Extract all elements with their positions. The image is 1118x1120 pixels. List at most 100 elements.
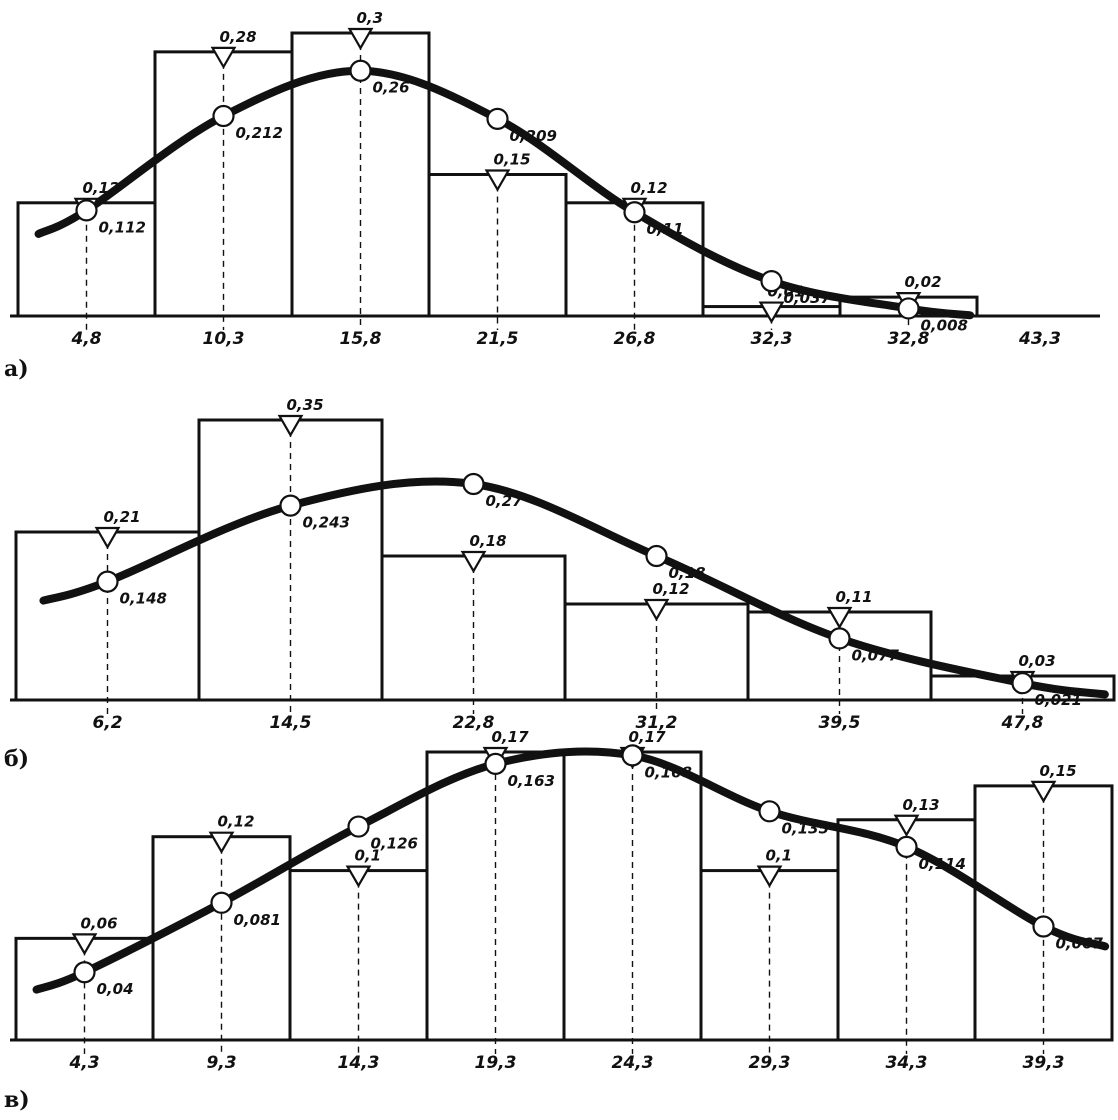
x-tick-label: 24,3: [612, 1053, 654, 1073]
x-tick-label: 14,3: [338, 1053, 380, 1073]
fitted-label: 0,037: [784, 289, 832, 307]
fitted-label: 0,212: [236, 124, 283, 142]
frequency-label: 0,12: [83, 179, 120, 197]
fitted-circle-marker: [210, 891, 233, 914]
frequency-label: 0,12: [631, 179, 668, 197]
fitted-circle-marker: [645, 544, 668, 568]
x-tick-label: 14,5: [270, 713, 312, 733]
bar: [699, 869, 840, 1042]
frequency-label: 0,17: [629, 728, 667, 746]
fitted-circle-marker: [484, 752, 507, 775]
x-tick-label: 10,3: [203, 329, 245, 349]
x-tick-label: 43,3: [1018, 329, 1061, 349]
frequency-triangle-marker: [208, 831, 235, 854]
fitted-label: 0,081: [234, 911, 281, 929]
x-tick-label: 4,8: [70, 329, 101, 349]
fitted-circle-marker: [212, 104, 235, 128]
frequency-triangle-marker: [71, 933, 98, 956]
fitted-label: 0,18: [669, 564, 706, 582]
panel-label: б): [4, 746, 29, 772]
fitted-label: 0,168: [645, 763, 692, 781]
frequency-label: 0,35: [287, 396, 324, 414]
x-tick-label: 6,2: [92, 713, 122, 733]
frequency-label: 0,06: [81, 914, 118, 932]
frequency-label: 0,03: [1019, 652, 1056, 670]
frequency-label: 0,13: [903, 796, 940, 814]
frequency-triangle-marker: [345, 865, 372, 888]
frequency-label: 0,21: [104, 508, 141, 526]
fitted-circle-marker: [96, 570, 119, 593]
fitted-label: 0,11: [647, 220, 684, 238]
frequency-triangle-marker: [643, 598, 670, 622]
fitted-curve-line: [32, 747, 1110, 994]
fitted-circle-marker: [758, 800, 781, 823]
fitted-label: 0,27: [486, 492, 524, 510]
fitted-circle-marker: [347, 815, 370, 838]
frequency-label: 0,11: [836, 588, 873, 606]
chart-panel-2: 6,2 14,5 22,8 31,2 39,5 47,80,210,350,180,12 0…: [4, 396, 1116, 772]
x-tick-label: 31,2: [636, 713, 678, 733]
frequency-triangle-marker: [277, 414, 304, 438]
fitted-circle-marker: [828, 627, 851, 650]
x-tick-label: 22,8: [453, 713, 495, 733]
fitted-curve-line: [39, 477, 1109, 699]
frequency-triangle-marker: [460, 550, 487, 574]
fitted-circle-marker: [349, 59, 372, 82]
fitted-circle-marker: [462, 472, 485, 496]
panel-label: a): [4, 356, 29, 382]
fitted-label: 0,04: [97, 980, 134, 998]
fitted-circle-marker: [279, 494, 302, 517]
frequency-triangle-marker: [758, 301, 785, 324]
fitted-circle-marker: [486, 107, 509, 130]
fitted-label: 0,243: [303, 514, 350, 532]
fitted-circle-marker: [623, 201, 646, 224]
frequency-triangle-marker: [1030, 780, 1057, 804]
frequency-triangle-marker: [484, 169, 511, 192]
frequency-triangle-marker: [94, 526, 121, 550]
fitted-circle-marker: [1011, 672, 1034, 695]
fitted-label: 0,114: [919, 855, 966, 873]
frequency-label: 0,12: [653, 580, 690, 598]
bar: [197, 418, 384, 702]
x-tick-label: 15,8: [340, 329, 382, 349]
frequency-label: 0,02: [905, 273, 942, 291]
frequency-label: 0,15: [494, 151, 531, 169]
fitted-circle-marker: [895, 835, 918, 858]
fitted-circle-marker: [897, 297, 920, 320]
fitted-label: 0,126: [371, 835, 418, 853]
frequency-label: 0,17: [492, 728, 530, 746]
fitted-label: 0,077: [852, 646, 900, 664]
frequency-label: 0,3: [357, 9, 384, 27]
frequency-label: 0,1: [766, 847, 793, 865]
fitted-label: 0,112: [99, 218, 146, 236]
frequency-triangle-marker: [893, 814, 920, 837]
fitted-circle-marker: [75, 199, 98, 222]
frequency-label: 0,12: [218, 813, 255, 831]
panel-label: в): [4, 1087, 30, 1113]
x-tick-label: 29,3: [749, 1053, 791, 1073]
chart-panel-3: 4,3 9,3 14,3 19,3 24,3 29,3 34,3 39,3 0,06 0,12 0,…: [4, 728, 1114, 1113]
frequency-triangle-marker: [826, 606, 853, 630]
fitted-circle-marker: [621, 744, 644, 767]
fitted-circle-marker: [760, 269, 783, 293]
x-tick-label: 4,3: [68, 1053, 99, 1073]
fitted-label: 0,021: [1035, 691, 1082, 709]
x-tick-label: 32,3: [751, 329, 793, 349]
fitted-label: 0,209: [510, 127, 557, 145]
frequency-label: 0,15: [1040, 762, 1077, 780]
frequency-triangle-marker: [347, 27, 374, 51]
bar: [973, 784, 1114, 1042]
fitted-label: 0,26: [373, 79, 410, 97]
x-tick-label: 39,3: [1023, 1053, 1065, 1073]
fitted-circle-marker: [73, 961, 96, 984]
chart-panel-1: 4,8 10,3 15,8 21,5 26,8 32,3 32,8 43,3 0,12 0,28 0…: [4, 9, 1100, 382]
fitted-label: 0,008: [921, 316, 968, 334]
fitted-label: 0,135: [782, 819, 829, 837]
x-tick-label: 26,8: [614, 329, 656, 349]
frequency-label: 0,28: [220, 28, 257, 46]
fitted-label: 0,148: [120, 590, 167, 608]
frequency-label: 0,18: [470, 532, 507, 550]
frequency-triangle-marker: [210, 46, 237, 70]
x-tick-label: 9,3: [206, 1053, 236, 1073]
